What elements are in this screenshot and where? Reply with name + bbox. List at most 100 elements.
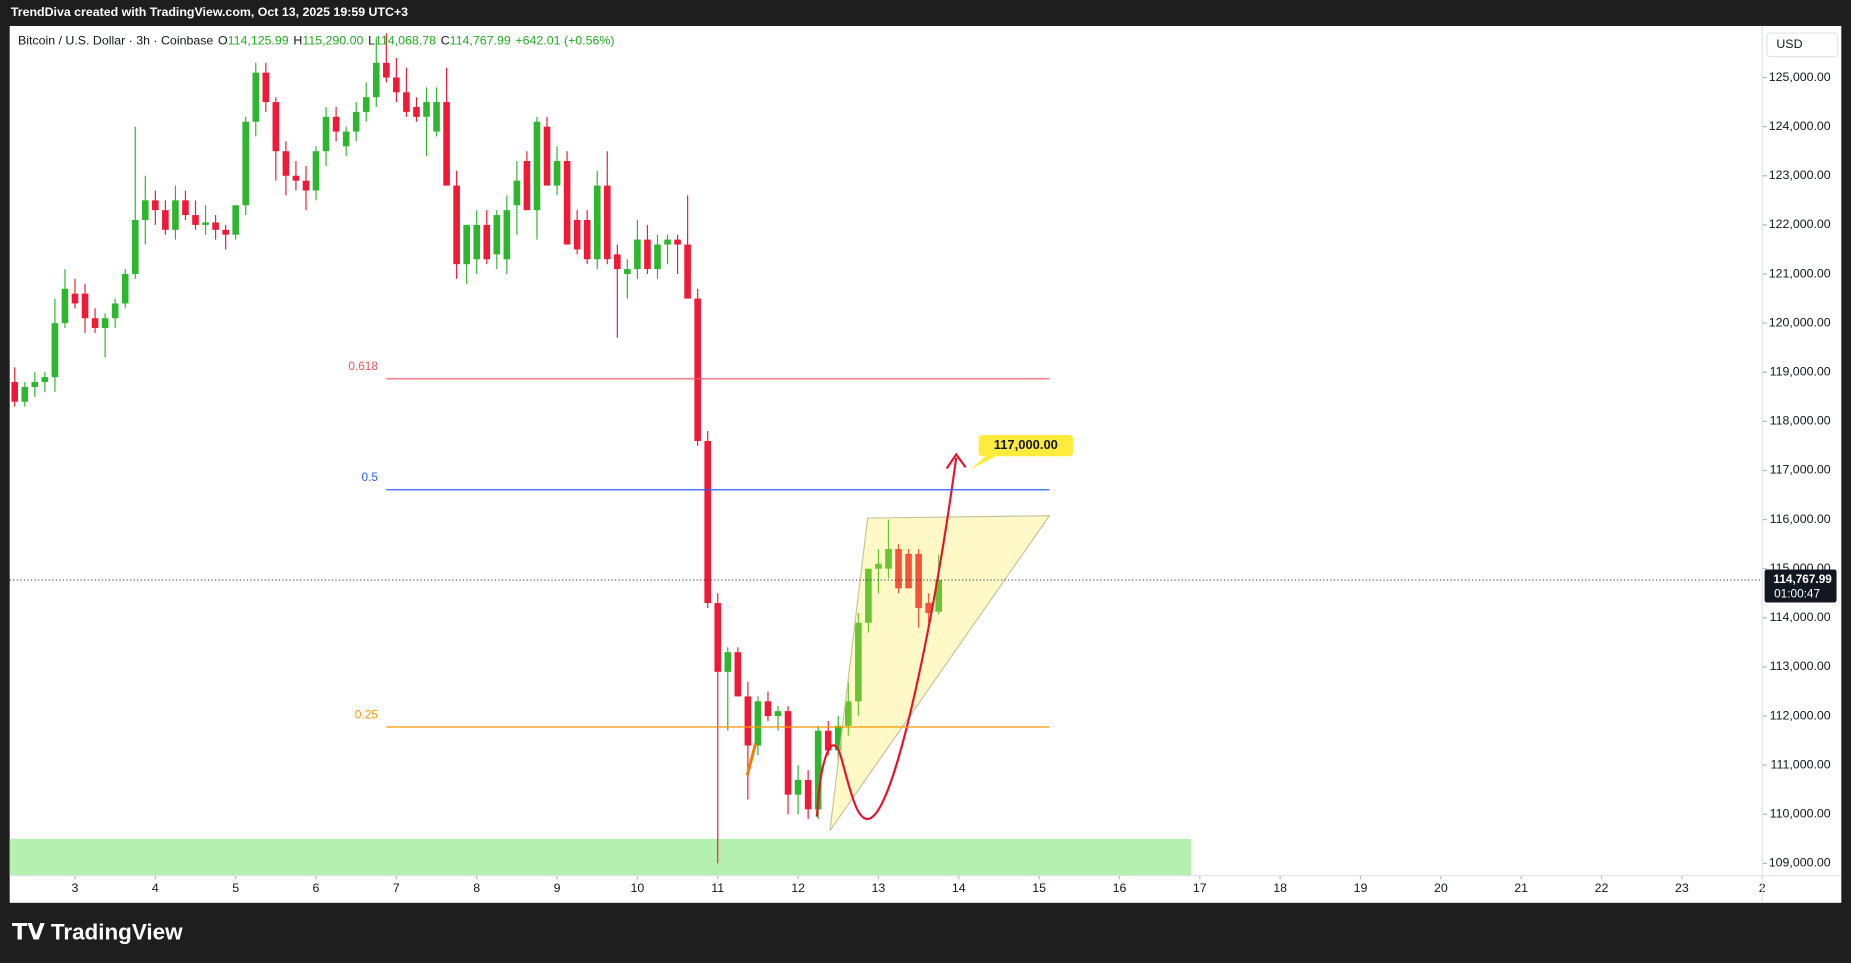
- x-tick-label: 14: [952, 881, 966, 895]
- footer-logo: 𝗧𝗩 TradingView: [12, 919, 183, 944]
- candle-body: [885, 549, 892, 569]
- x-tick-label: 15: [1032, 881, 1046, 895]
- x-tick-label: 23: [1675, 881, 1689, 895]
- candle-body: [383, 62, 390, 78]
- candle-body: [784, 711, 792, 795]
- candle-body: [804, 779, 812, 810]
- candle-body: [51, 323, 59, 378]
- candle-body: [794, 779, 802, 795]
- y-tick-label: 116,000.00: [1770, 512, 1831, 526]
- x-tick-label: 17: [1193, 881, 1207, 895]
- candle-body: [844, 701, 852, 726]
- last-price-label: 114,767.99: [1773, 572, 1832, 586]
- candle-body: [202, 222, 209, 225]
- y-tick-label: 122,000.00: [1769, 217, 1831, 231]
- currency-box: [1766, 32, 1839, 58]
- candle-body: [523, 161, 531, 211]
- x-tick-label: 5: [232, 881, 239, 895]
- y-tick-label: 118,000.00: [1770, 414, 1831, 428]
- ohlc-value: 114,767.99: [450, 34, 511, 48]
- candle-body: [372, 62, 380, 98]
- candle-body: [603, 185, 611, 260]
- candle-body: [483, 224, 491, 260]
- candle-body: [11, 382, 19, 402]
- y-tick-label: 111,000.00: [1771, 757, 1831, 771]
- candle-body: [121, 273, 129, 304]
- ohlc-value: 115,290.00: [302, 34, 363, 48]
- x-tick-label: 16: [1113, 881, 1127, 895]
- x-tick-label: 22: [1595, 881, 1609, 895]
- candle-body: [212, 222, 219, 230]
- x-tick-label: 8: [473, 881, 480, 895]
- candle-body: [573, 219, 581, 250]
- orange-stroke: [745, 743, 757, 776]
- candle-body: [754, 701, 762, 746]
- y-tick-label: 125,000.00: [1769, 70, 1831, 84]
- y-tick-label: 117,000.00: [1770, 463, 1831, 477]
- candle-body: [583, 219, 591, 260]
- fib-label: 0.25: [355, 707, 378, 721]
- countdown: 01:00:47: [1774, 586, 1820, 600]
- candle-body: [624, 269, 631, 274]
- candle-body: [905, 553, 912, 589]
- projection-arrowhead: [945, 452, 967, 470]
- candle-body: [724, 652, 732, 672]
- candle-body: [342, 131, 350, 147]
- candle-body: [875, 563, 882, 569]
- candle-body: [694, 298, 701, 441]
- change: +642.01 (+0.56%): [515, 34, 614, 48]
- target-box: [978, 435, 1074, 457]
- x-tick-label: 18: [1273, 881, 1287, 895]
- candle-body: [744, 696, 752, 746]
- x-tick-label: 4: [152, 881, 159, 895]
- candle-body: [503, 210, 511, 260]
- ohlc-key: H: [293, 34, 302, 48]
- logo-text: TradingView: [51, 919, 183, 944]
- candle-body: [453, 185, 460, 265]
- candle-body: [91, 318, 99, 329]
- candle-body: [764, 701, 772, 717]
- fib-label: 0.618: [348, 359, 378, 373]
- candle-body: [563, 161, 571, 245]
- x-tick-label: 3: [72, 881, 79, 895]
- candle-body: [81, 293, 89, 319]
- candle-body: [71, 293, 79, 304]
- candle-body: [41, 377, 49, 383]
- candle-body: [734, 652, 742, 697]
- candle-body: [322, 116, 330, 152]
- candle-layer: [11, 33, 942, 864]
- y-tick-label: 109,000.00: [1769, 856, 1831, 870]
- y-tick-label: 120,000.00: [1769, 315, 1831, 329]
- candle-body: [674, 239, 681, 245]
- x-tick-label: 7: [393, 881, 400, 895]
- target-tail: [970, 455, 999, 470]
- candle-body: [302, 180, 310, 191]
- candle-body: [262, 72, 270, 103]
- x-tick-label: 19: [1354, 881, 1368, 895]
- zone-layer: [9, 838, 1192, 876]
- candle-body: [433, 102, 440, 132]
- candle-body: [252, 72, 260, 122]
- y-tick-label: 114,000.00: [1770, 610, 1831, 624]
- candle-body: [242, 121, 250, 206]
- candle-body: [312, 151, 320, 191]
- candle-body: [614, 254, 621, 270]
- candle-body: [463, 224, 470, 265]
- target-label: 117,000.00: [994, 437, 1058, 452]
- x-tick-label: 21: [1514, 881, 1528, 895]
- candle-body: [634, 239, 641, 270]
- candle-body: [141, 200, 149, 220]
- currency: USD: [1776, 37, 1802, 51]
- candle-body: [553, 161, 561, 186]
- candle-body: [111, 303, 119, 319]
- fib-label: 0.5: [362, 470, 379, 484]
- candle-body: [834, 725, 842, 751]
- support-zone: [9, 838, 1192, 876]
- candle-body: [352, 111, 360, 132]
- x-tick-label: 13: [872, 881, 886, 895]
- candle-body: [533, 121, 541, 211]
- candle-body: [332, 116, 340, 132]
- x-tick-label: 6: [313, 881, 320, 895]
